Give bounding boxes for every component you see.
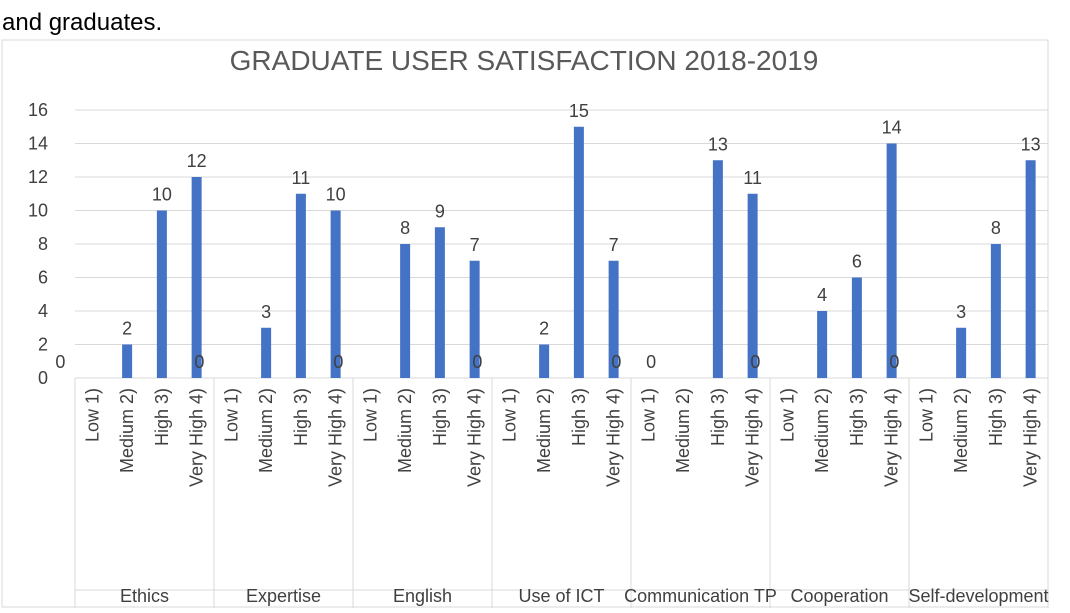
x-tick-label: Medium 2)	[951, 388, 971, 473]
value-label: 13	[708, 134, 728, 154]
x-tick-label: Very High 4)	[326, 388, 346, 487]
value-label: 6	[852, 252, 862, 272]
chart-title: GRADUATE USER SATISFACTION 2018-2019	[230, 45, 819, 76]
x-tick-label: Very High 4)	[465, 388, 485, 487]
value-label: 2	[122, 319, 132, 339]
value-label: 2	[539, 319, 549, 339]
x-tick-label: Low 1)	[777, 388, 797, 442]
chart-frame	[1, 39, 1049, 608]
x-tick-label: High 3)	[569, 388, 589, 446]
value-label: 7	[609, 235, 619, 255]
bar	[191, 177, 202, 378]
value-label: 12	[187, 151, 207, 171]
value-label: 0	[194, 352, 204, 372]
bar	[539, 344, 550, 378]
bar	[712, 160, 723, 378]
x-tick-label: High 3)	[291, 388, 311, 446]
y-tick-label: 6	[38, 268, 48, 288]
group-label: Communication TP	[624, 586, 777, 606]
caption: and graduates.	[2, 9, 162, 36]
x-tick-label: Very High 4)	[604, 388, 624, 487]
x-tick-label: High 3)	[152, 388, 172, 446]
bar	[469, 260, 480, 378]
value-label: 7	[470, 235, 480, 255]
bar	[156, 210, 167, 378]
x-tick-label: Medium 2)	[395, 388, 415, 473]
bar	[851, 277, 862, 378]
value-label: 8	[991, 218, 1001, 238]
value-label: 8	[400, 218, 410, 238]
x-tick-label: Medium 2)	[673, 388, 693, 473]
group-label: Use of ICT	[518, 586, 604, 606]
y-tick-label: 2	[38, 335, 48, 355]
value-label: 0	[333, 352, 343, 372]
x-tick-label: Medium 2)	[812, 388, 832, 473]
value-label: 14	[882, 118, 902, 138]
x-tick-label: Medium 2)	[534, 388, 554, 473]
bar	[1025, 160, 1036, 378]
bar	[295, 193, 306, 378]
x-tick-label: Very High 4)	[743, 388, 763, 487]
value-label: 11	[743, 168, 762, 188]
y-tick-label: 4	[38, 301, 48, 321]
value-label: 9	[435, 201, 445, 221]
bar	[330, 210, 341, 378]
x-tick-label: Low 1)	[499, 388, 519, 442]
x-tick-label: High 3)	[986, 388, 1006, 446]
bar	[434, 227, 445, 378]
value-label: 11	[292, 168, 311, 188]
bar	[886, 143, 897, 378]
value-label: 10	[152, 185, 172, 205]
value-label: 3	[956, 302, 966, 322]
x-tick-label: Very High 4)	[1021, 388, 1041, 487]
x-tick-label: Medium 2)	[117, 388, 137, 473]
bar	[956, 327, 967, 378]
x-tick-label: Low 1)	[221, 388, 241, 442]
value-label: 10	[326, 185, 346, 205]
value-label: 0	[646, 352, 656, 372]
x-tick-label: Medium 2)	[256, 388, 276, 473]
value-label: 0	[55, 352, 65, 372]
value-label: 0	[750, 352, 760, 372]
bar	[990, 244, 1001, 378]
group-label: Cooperation	[790, 586, 888, 606]
x-tick-label: Low 1)	[916, 388, 936, 442]
value-label: 13	[1021, 134, 1041, 154]
y-tick-label: 8	[38, 234, 48, 254]
bar	[400, 244, 411, 378]
bar	[608, 260, 619, 378]
group-label: Self-development	[908, 586, 1048, 606]
bar	[122, 344, 133, 378]
x-tick-label: High 3)	[847, 388, 867, 446]
value-label: 0	[611, 352, 621, 372]
y-tick-label: 12	[28, 167, 48, 187]
y-tick-label: 14	[28, 134, 48, 154]
group-label: Expertise	[246, 586, 321, 606]
x-tick-label: Low 1)	[638, 388, 658, 442]
value-label: 4	[817, 285, 827, 305]
value-label: 0	[889, 352, 899, 372]
y-tick-label: 10	[28, 201, 48, 221]
x-tick-label: Low 1)	[360, 388, 380, 442]
bar	[261, 327, 272, 378]
value-label: 0	[472, 352, 482, 372]
x-tick-label: Very High 4)	[187, 388, 207, 487]
value-label: 15	[569, 101, 589, 121]
bar	[747, 193, 758, 378]
bar	[573, 126, 584, 378]
group-label: English	[393, 586, 452, 606]
x-tick-label: High 3)	[430, 388, 450, 446]
y-tick-label: 16	[28, 100, 48, 120]
x-tick-label: High 3)	[708, 388, 728, 446]
x-tick-label: Very High 4)	[882, 388, 902, 487]
value-label: 3	[261, 302, 271, 322]
group-label: Ethics	[120, 586, 169, 606]
y-tick-label: 0	[38, 368, 48, 388]
bar	[817, 311, 828, 378]
x-tick-label: Low 1)	[82, 388, 102, 442]
